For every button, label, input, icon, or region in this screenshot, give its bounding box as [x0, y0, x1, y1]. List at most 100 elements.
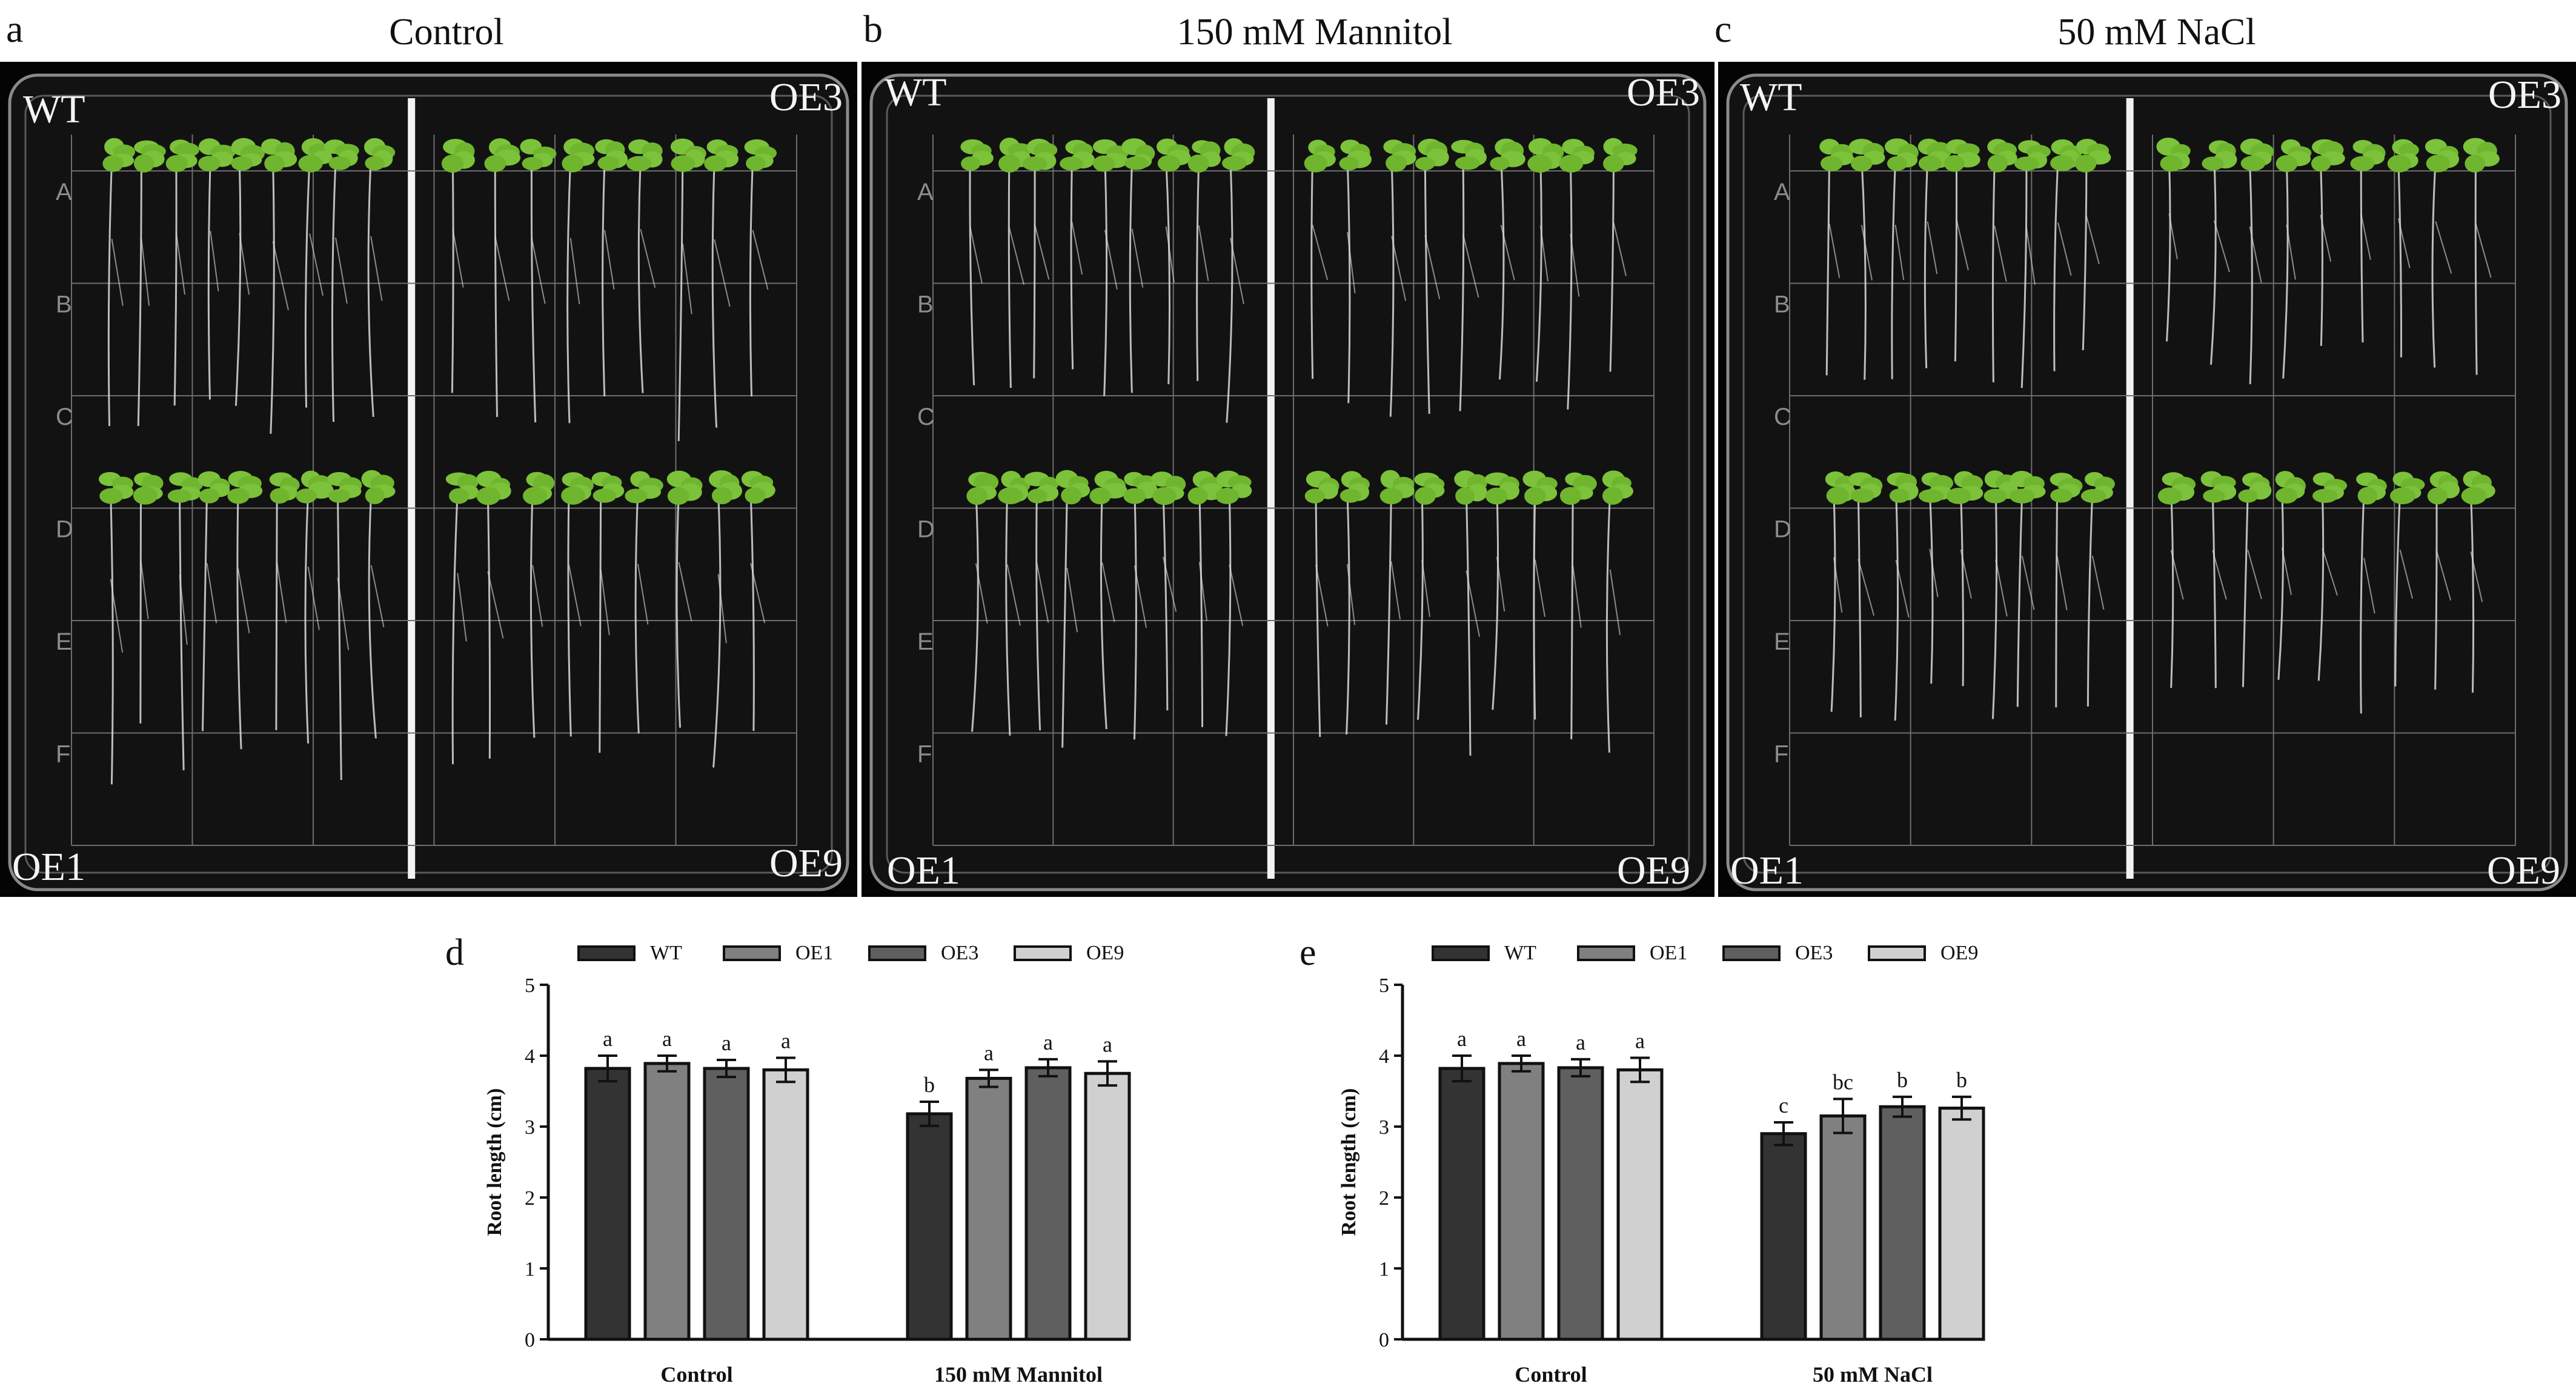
legend-swatch: [868, 945, 926, 961]
panel-title-control: Control: [389, 12, 504, 53]
seedling: [1089, 470, 1127, 730]
significance-letter: c: [1779, 1093, 1788, 1118]
corner-label-oe9: OE9: [1617, 848, 1690, 893]
seedling: [2009, 471, 2046, 707]
corner-label-oe3: OE3: [2488, 73, 2561, 117]
significance-letter: a: [722, 1031, 731, 1055]
seedling: [1602, 470, 1633, 753]
seedling: [2425, 139, 2460, 368]
seedling: [595, 139, 628, 397]
seedling: [261, 138, 297, 434]
bar-chart-d: d WT OE1 OE3 OE9 0 1 2 3 4 5 Root length (cm) Contro…: [445, 932, 1131, 1387]
seedling: [1121, 138, 1155, 393]
seedling: [133, 140, 166, 426]
seedling: [1060, 139, 1095, 370]
significance-letter: a: [1043, 1030, 1053, 1054]
corner-label-wt: WT: [1740, 75, 1802, 119]
legend-entry: WT: [650, 942, 682, 964]
corner-label-wt: WT: [885, 70, 947, 115]
corner-label-oe3: OE3: [1627, 70, 1700, 115]
y-tick-label: 3: [1379, 1116, 1389, 1139]
legend-swatch: [723, 945, 781, 961]
seedling: [1451, 139, 1487, 411]
significance-letter: b: [1897, 1068, 1908, 1092]
y-tick-label: 2: [1379, 1187, 1389, 1210]
legend-entry: OE9: [1940, 942, 1978, 964]
seedling: [165, 139, 199, 406]
seedling: [1024, 471, 1059, 731]
seedling: [2356, 472, 2387, 714]
seedling: [269, 472, 300, 730]
plate-photo-mannitol: A B C D E F WT OE3 OE1 OE9: [861, 62, 1715, 897]
seedling: [2050, 139, 2082, 371]
legend-swatch: [1577, 945, 1635, 961]
corner-label-oe1: OE1: [1730, 848, 1804, 893]
seedling: [2461, 470, 2495, 693]
seedling: [2050, 472, 2083, 708]
seedling: [1944, 139, 1980, 362]
seedling: [1454, 470, 1487, 756]
bar-oe3: [1024, 1066, 1072, 1341]
seedling: [167, 472, 203, 771]
y-axis-label: Root length (cm): [483, 1088, 506, 1236]
seedling: [2202, 140, 2237, 365]
grid-row-label: D: [917, 516, 935, 543]
seedling: [2238, 472, 2272, 687]
seedling: [2080, 471, 2115, 707]
seedling: [363, 138, 396, 418]
seedling: [1187, 140, 1221, 381]
seedling: [626, 139, 663, 393]
seedling: [1339, 471, 1370, 735]
seedling: [98, 471, 134, 785]
seedling: [1215, 470, 1252, 736]
seedling: [2276, 139, 2312, 379]
bar-oe9: [1616, 1068, 1664, 1341]
seedling: [561, 472, 594, 737]
seedling: [1848, 472, 1883, 718]
error-bar: [1630, 1056, 1650, 1084]
seedling: [1884, 138, 1919, 379]
seedling: [2389, 471, 2425, 687]
seedling: [2275, 471, 2306, 680]
corner-label-wt: WT: [23, 87, 85, 132]
error-bar: [776, 1056, 795, 1084]
plate-photo-nacl: A B C D E F WT OE3 OE1 OE9: [1718, 62, 2576, 897]
seedling: [361, 470, 396, 739]
grid-row-label: B: [1774, 291, 1790, 318]
grid-row-label: F: [917, 741, 932, 768]
bar-oe1: [1498, 1062, 1545, 1341]
error-bar: [1952, 1095, 1971, 1121]
seedling: [998, 471, 1031, 736]
seedling: [625, 471, 663, 734]
seedling: [198, 471, 230, 731]
bar-oe9: [762, 1068, 809, 1341]
seedling: [1304, 470, 1339, 738]
seedling: [1383, 139, 1416, 417]
petri-plate: A B C D E F: [1718, 62, 2576, 897]
bar-oe9: [1084, 1071, 1131, 1341]
grid-row-label: A: [56, 179, 72, 205]
chart-panel-letter: e: [1300, 932, 1316, 973]
panel-letter-c: c: [1715, 7, 1732, 50]
y-tick-label: 3: [525, 1116, 535, 1139]
bar-oe1: [643, 1062, 691, 1341]
seedling: [1055, 470, 1090, 748]
y-tick-label: 1: [525, 1258, 535, 1281]
x-category-label: 150 mM Mannitol: [934, 1362, 1103, 1387]
error-bar: [979, 1068, 998, 1088]
seedling: [1484, 472, 1519, 710]
seedling: [522, 471, 555, 738]
seedling: [296, 470, 334, 744]
y-tick-label: 5: [525, 974, 535, 997]
seedling: [2014, 140, 2051, 388]
x-category-label: Control: [1515, 1362, 1587, 1387]
grid-row-label: B: [56, 291, 72, 318]
seedling: [1887, 472, 1919, 721]
seedling: [1848, 139, 1885, 380]
seedling: [1339, 139, 1372, 404]
seedling: [484, 138, 521, 418]
seedling: [744, 139, 777, 397]
seedling: [2463, 138, 2500, 375]
seedling: [1222, 138, 1255, 423]
divider-line: [1267, 98, 1275, 879]
